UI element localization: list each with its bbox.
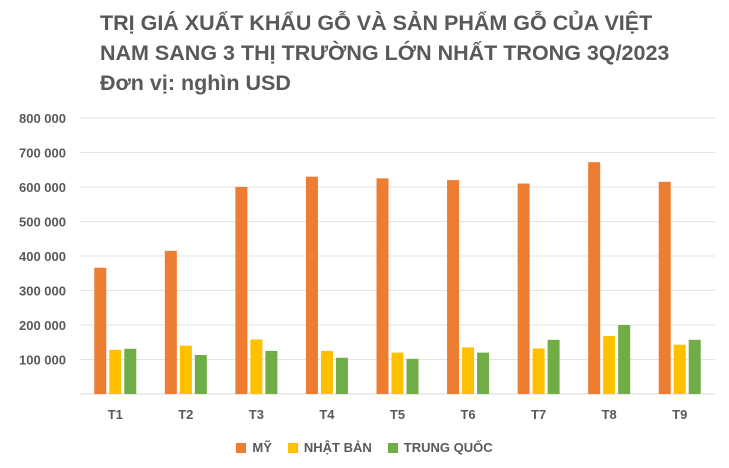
x-tick-label: T1 (108, 407, 123, 422)
bars (94, 162, 701, 394)
bar-mỹ (517, 183, 530, 394)
y-tick-label: 200 000 (19, 318, 66, 333)
bar-nhật-bản (250, 339, 263, 394)
bar-nhật-bản (603, 336, 616, 394)
y-tick-label: 100 000 (19, 353, 66, 368)
bar-mỹ (588, 162, 601, 394)
x-tick-label: T6 (460, 407, 475, 422)
y-tick-label: 300 000 (19, 284, 66, 299)
chart-title-line-2: NAM SANG 3 THỊ TRƯỜNG LỚN NHẤT TRONG 3Q/… (100, 41, 670, 65)
x-axis-tick-labels: T1 T2 T3 T4 T5 T6 T7 T8 T9 (108, 407, 688, 422)
y-tick-label: 400 000 (19, 249, 66, 264)
y-tick-label: 500 000 (19, 215, 66, 230)
chart-title: TRỊ GIÁ XUẤT KHẨU GỖ VÀ SẢN PHẨM GỖ CỦA … (100, 8, 720, 98)
bar-trung-quốc (265, 350, 278, 394)
bar-nhật-bản (320, 350, 333, 394)
bar-trung-quốc (618, 325, 631, 394)
legend-swatch (287, 442, 298, 453)
bar-mỹ (658, 181, 671, 394)
bar-nhật-bản (179, 345, 192, 394)
bar-mỹ (164, 250, 177, 394)
legend-item: NHẬT BẢN (287, 440, 372, 455)
bar-nhật-bản (462, 347, 475, 394)
bar-trung-quốc (406, 358, 419, 394)
y-tick-label: 800 000 (19, 111, 66, 126)
bar-mỹ (447, 180, 460, 394)
y-tick-label: 600 000 (19, 180, 66, 195)
bar-trung-quốc (124, 348, 137, 394)
x-tick-label: T3 (249, 407, 264, 422)
legend-label: MỸ (252, 440, 272, 455)
chart-title-line-1: TRỊ GIÁ XUẤT KHẨU GỖ VÀ SẢN PHẨM GỖ CỦA … (100, 11, 653, 35)
bar-trung-quốc (547, 339, 560, 394)
chart-unit-label: Đơn vị: nghìn USD (100, 71, 291, 95)
bar-nhật-bản (673, 344, 686, 394)
x-tick-label: T5 (390, 407, 405, 422)
x-tick-label: T4 (319, 407, 335, 422)
bar-mỹ (376, 178, 389, 394)
bar-trung-quốc (477, 352, 490, 394)
legend-swatch (387, 442, 398, 453)
bar-nhật-bản (109, 349, 122, 394)
legend-item: TRUNG QUỐC (387, 440, 493, 455)
legend-swatch (236, 442, 247, 453)
bar-mỹ (235, 187, 248, 394)
legend-label: TRUNG QUỐC (403, 440, 493, 455)
bar-mỹ (305, 176, 318, 394)
x-tick-label: T7 (531, 407, 546, 422)
bar-trung-quốc (194, 355, 207, 394)
legend-label: NHẬT BẢN (303, 440, 372, 455)
x-tick-label: T2 (178, 407, 193, 422)
legend-item: MỸ (236, 440, 272, 455)
bar-trung-quốc (688, 339, 701, 394)
bar-trung-quốc (335, 357, 348, 394)
legend: MỸ NHẬT BẢN TRUNG QUỐC (0, 440, 729, 455)
x-tick-label: T9 (672, 407, 687, 422)
y-tick-label: 700 000 (19, 146, 66, 161)
bar-nhật-bản (391, 352, 404, 394)
bar-nhật-bản (532, 348, 545, 394)
x-tick-label: T8 (602, 407, 617, 422)
y-axis-tick-labels: 100 000 200 000 300 000 400 000 500 000 600 0… (19, 111, 66, 368)
bar-mỹ (94, 267, 107, 394)
